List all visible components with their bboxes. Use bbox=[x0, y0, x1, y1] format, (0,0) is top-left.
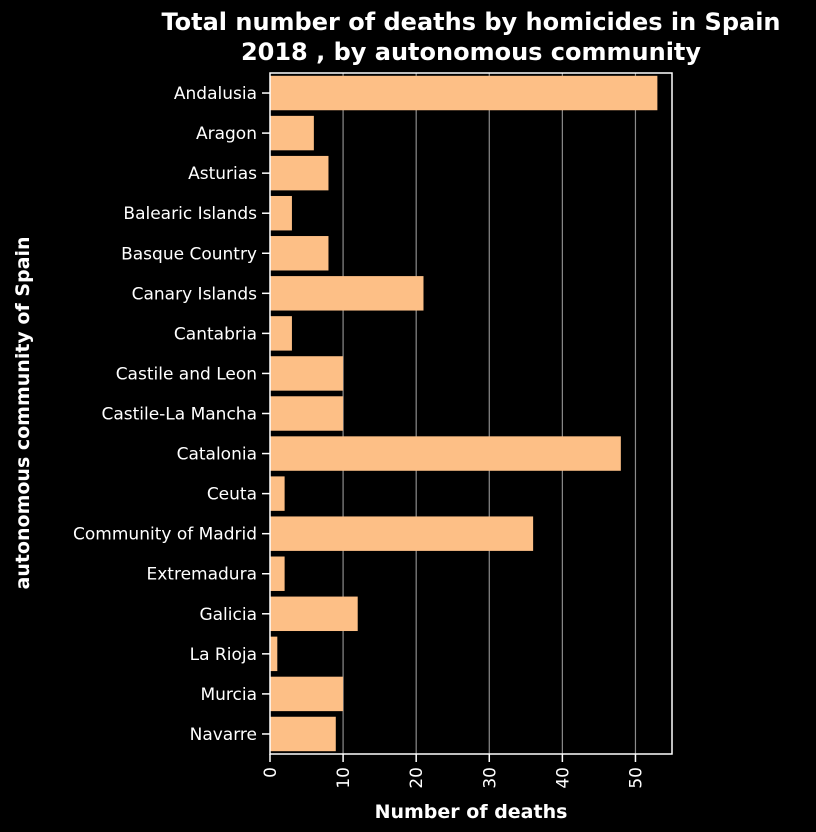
y-tick-label: Navarre bbox=[190, 725, 257, 745]
y-tick-label: Ceuta bbox=[207, 485, 257, 505]
bar bbox=[270, 75, 658, 111]
x-tick-label: 50 bbox=[626, 767, 646, 789]
y-tick-label: Canary Islands bbox=[132, 284, 258, 304]
bar bbox=[270, 516, 534, 551]
y-tick-label: Extremadura bbox=[147, 565, 258, 585]
bar bbox=[270, 596, 358, 632]
bar bbox=[270, 676, 344, 712]
y-tick-label: Castile-La Mancha bbox=[101, 405, 257, 425]
bar bbox=[270, 556, 285, 591]
bar bbox=[270, 436, 621, 471]
y-tick-label: Community of Madrid bbox=[73, 525, 257, 545]
y-tick-label: Aragon bbox=[196, 124, 257, 144]
bar bbox=[270, 316, 292, 351]
y-tick-label: Galicia bbox=[199, 605, 257, 625]
y-tick-label: Andalusia bbox=[174, 84, 257, 104]
x-tick-label: 0 bbox=[261, 767, 281, 778]
y-tick-label: Balearic Islands bbox=[123, 204, 257, 224]
y-tick-label: Castile and Leon bbox=[116, 364, 257, 384]
bar bbox=[270, 115, 314, 151]
bar bbox=[270, 396, 344, 431]
bar bbox=[270, 155, 329, 191]
chart-title-line-2: 2018 , by autonomous community bbox=[241, 38, 701, 66]
chart-title-line-1: Total number of deaths by homicides in S… bbox=[161, 8, 780, 36]
bar bbox=[270, 356, 344, 391]
plot-area: Andalusia Aragon Asturias Balearic Islands B… bbox=[73, 72, 673, 789]
bar bbox=[270, 276, 424, 311]
bar bbox=[270, 236, 329, 271]
plot-frame bbox=[269, 72, 673, 755]
bar bbox=[270, 476, 285, 511]
x-tick-label: 30 bbox=[480, 767, 500, 789]
x-tick-label: 20 bbox=[407, 767, 427, 789]
y-axis-label: autonomous community of Spain bbox=[12, 236, 34, 589]
bar bbox=[270, 636, 278, 672]
y-tick-label: Asturias bbox=[188, 164, 257, 184]
y-tick-label: Catalonia bbox=[177, 445, 257, 465]
bar bbox=[270, 195, 292, 231]
y-tick-label: Basque Country bbox=[121, 244, 257, 264]
bar bbox=[270, 716, 336, 752]
x-tick-label: 10 bbox=[334, 767, 354, 789]
y-tick-label: La Rioja bbox=[190, 645, 257, 665]
x-tick-label: 40 bbox=[553, 767, 573, 789]
x-axis-label: Number of deaths bbox=[375, 801, 568, 823]
y-tick-label: Murcia bbox=[200, 685, 257, 705]
y-tick-label: Cantabria bbox=[174, 324, 257, 344]
